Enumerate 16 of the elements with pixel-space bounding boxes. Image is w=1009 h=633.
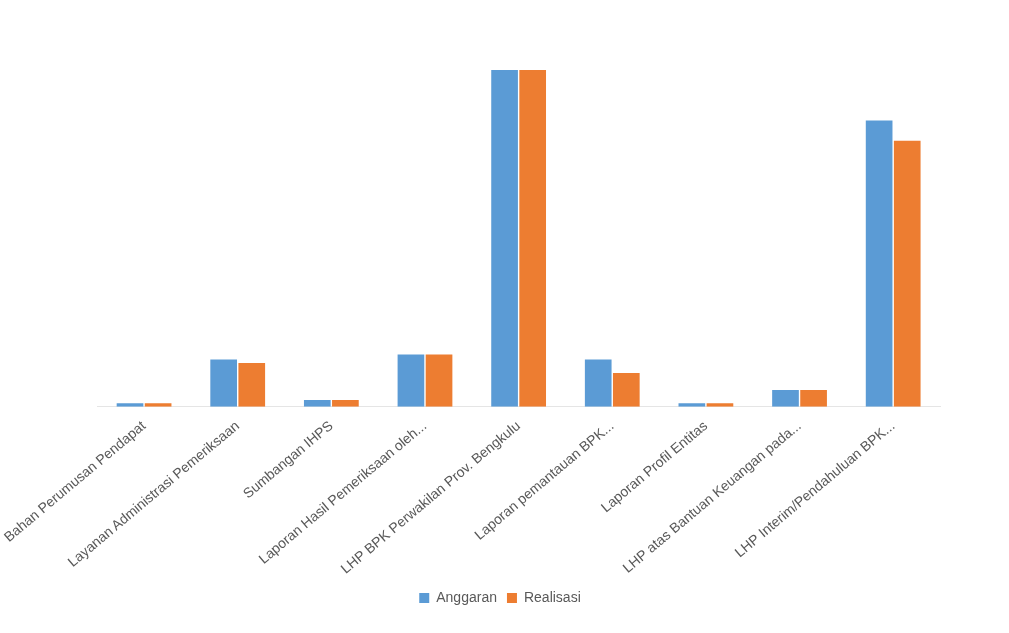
bar [865, 120, 893, 407]
bar [210, 359, 237, 407]
bar [893, 140, 921, 407]
bar [238, 362, 266, 407]
bar [397, 354, 425, 407]
bar [612, 373, 640, 407]
legend-label: Realisasi [523, 588, 581, 605]
bar [772, 389, 799, 407]
legend-label: Anggaran [436, 588, 497, 605]
bar [303, 400, 331, 407]
bar [491, 70, 518, 407]
bar [425, 354, 453, 407]
bar [519, 70, 547, 407]
bar [332, 400, 359, 407]
bar [584, 359, 612, 407]
bar [800, 389, 827, 407]
